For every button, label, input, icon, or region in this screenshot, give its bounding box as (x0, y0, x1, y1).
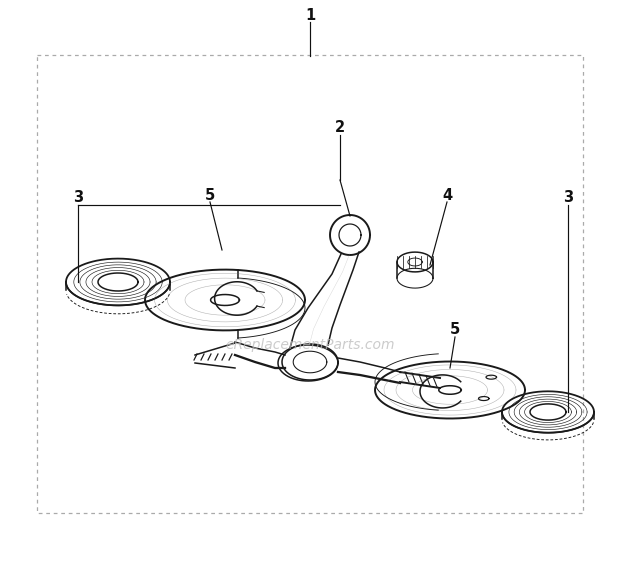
Text: eReplacementParts.com: eReplacementParts.com (225, 338, 395, 352)
Text: 3: 3 (73, 191, 83, 205)
Text: 1: 1 (305, 7, 315, 23)
Text: 4: 4 (442, 187, 452, 203)
Text: 2: 2 (335, 119, 345, 135)
Text: 5: 5 (205, 187, 215, 203)
Text: 3: 3 (563, 191, 573, 205)
Text: 5: 5 (450, 323, 460, 337)
